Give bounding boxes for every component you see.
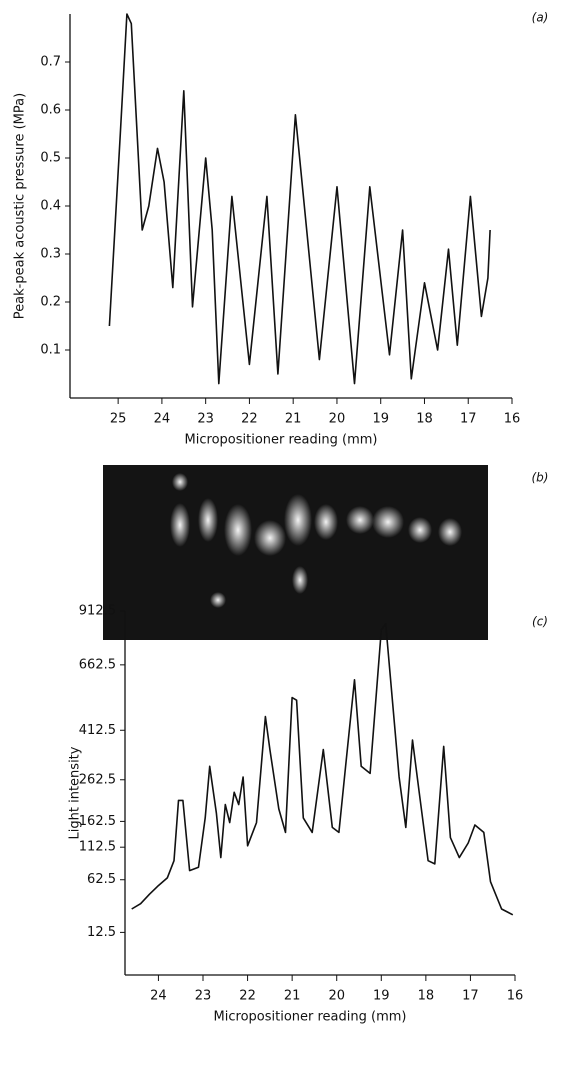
image-spot <box>224 504 252 556</box>
panel-label: (a) <box>532 11 549 25</box>
x-tick-label: 19 <box>372 412 389 427</box>
image-spot <box>346 506 374 534</box>
y-tick-label: 662.5 <box>79 657 116 672</box>
y-axis-title: Peak-peak acoustic pressure (MPa) <box>13 93 28 319</box>
x-tick-label: 23 <box>197 412 214 427</box>
data-line <box>108 13 491 385</box>
image-spot <box>284 494 312 546</box>
y-tick-label: 0.6 <box>40 103 61 118</box>
x-tick-label: 22 <box>239 989 256 1004</box>
x-tick-label: 19 <box>373 989 390 1004</box>
x-axis-title: Micropositioner reading (mm) <box>185 433 378 448</box>
x-tick-label: 17 <box>460 412 477 427</box>
x-tick-label: 24 <box>150 989 167 1004</box>
y-tick-label: 0.1 <box>40 343 61 358</box>
image-spot <box>408 517 432 543</box>
image-spot <box>170 503 190 547</box>
image-spot <box>372 506 404 538</box>
x-tick-label: 16 <box>504 412 521 427</box>
x-tick-label: 18 <box>418 989 435 1004</box>
y-tick-label: 0.4 <box>40 199 61 214</box>
y-tick-label: 0.2 <box>40 295 61 310</box>
x-tick-label: 16 <box>507 989 524 1004</box>
image-spot <box>198 498 218 542</box>
y-tick-label: 0.5 <box>40 151 61 166</box>
image-spot <box>314 504 338 540</box>
x-tick-label: 21 <box>285 412 302 427</box>
y-tick-label: 412.5 <box>79 723 116 738</box>
image-spot <box>438 518 462 546</box>
y-tick-label: 912.5 <box>79 604 116 619</box>
y-tick-label: 62.5 <box>87 872 116 887</box>
y-tick-label: 12.5 <box>87 925 116 940</box>
y-axis-title: Light intensity <box>68 746 83 839</box>
panel-label: (c) <box>532 615 548 629</box>
image-spot <box>292 566 308 594</box>
x-tick-label: 22 <box>241 412 258 427</box>
x-tick-label: 25 <box>110 412 127 427</box>
image-spot <box>254 520 286 556</box>
data-line <box>131 622 514 916</box>
image-background <box>103 465 488 640</box>
x-tick-label: 20 <box>329 412 346 427</box>
x-tick-label: 23 <box>195 989 212 1004</box>
panel-label: (b) <box>532 471 549 485</box>
x-tick-label: 24 <box>154 412 171 427</box>
y-tick-label: 112.5 <box>79 840 116 855</box>
x-tick-label: 20 <box>328 989 345 1004</box>
x-tick-label: 21 <box>284 989 301 1004</box>
y-tick-label: 0.7 <box>40 55 61 70</box>
image-spot <box>210 592 226 608</box>
y-tick-label: 262.5 <box>79 772 116 787</box>
x-tick-label: 17 <box>462 989 479 1004</box>
x-axis-title: Micropositioner reading (mm) <box>214 1010 407 1025</box>
image-spot <box>172 473 188 491</box>
y-tick-label: 162.5 <box>79 814 116 829</box>
y-tick-label: 0.3 <box>40 247 61 262</box>
x-tick-label: 18 <box>416 412 433 427</box>
speckle-image <box>103 465 488 640</box>
